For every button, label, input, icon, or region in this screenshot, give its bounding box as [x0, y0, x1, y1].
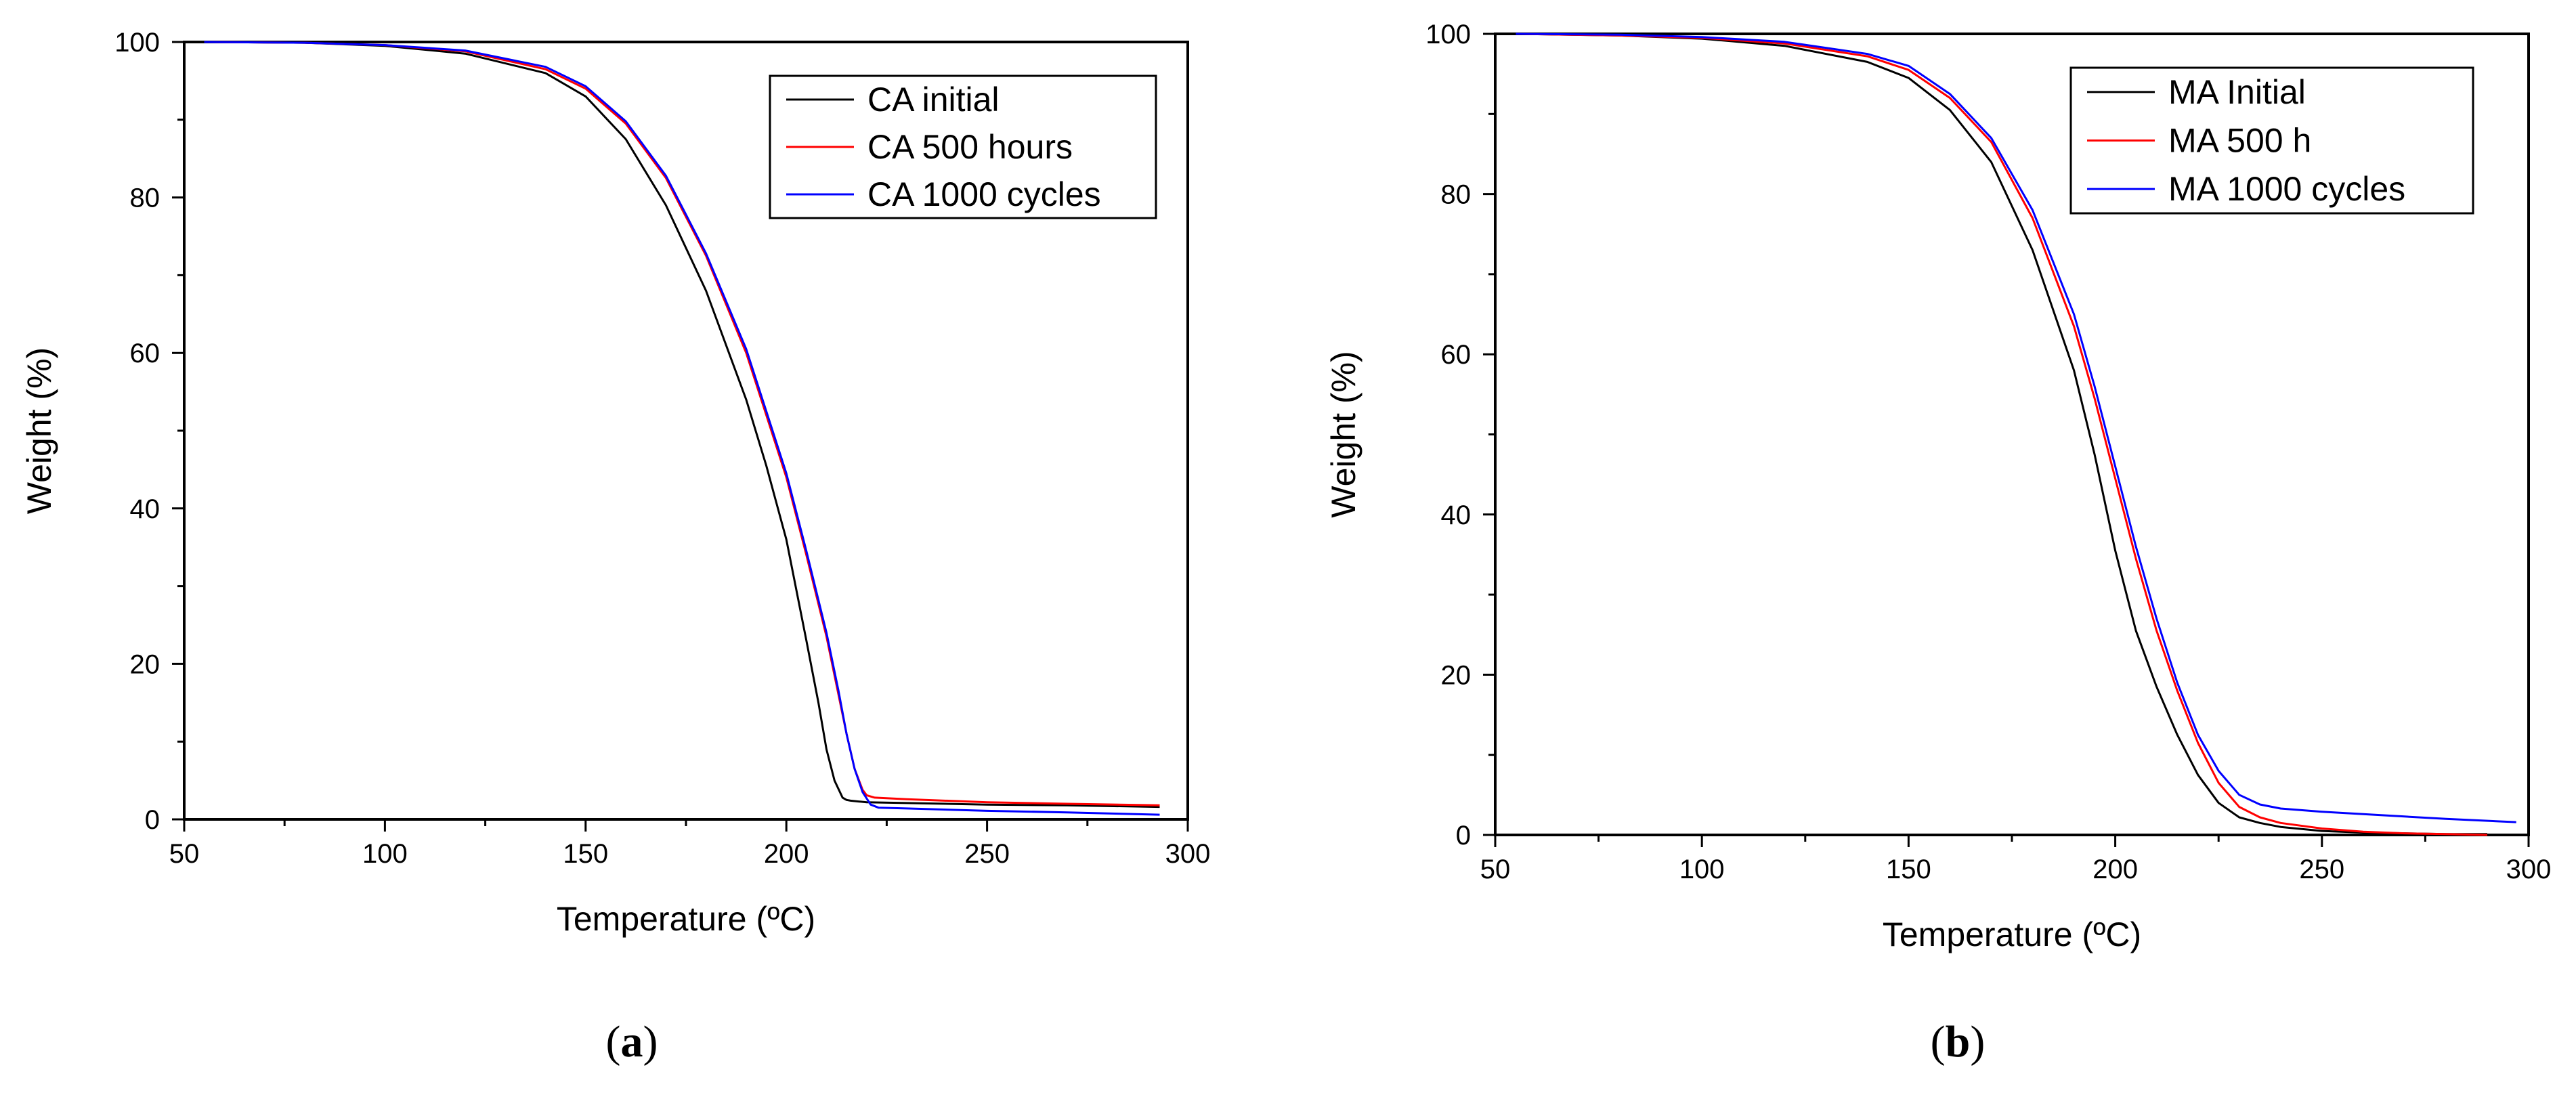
- x-tick-label: 250: [964, 839, 1010, 869]
- legend-label: CA initial: [867, 81, 1000, 119]
- legend-label: MA 500 h: [2168, 122, 2311, 160]
- x-axis-title: Temperature (ºC): [557, 900, 815, 938]
- chart-panel-b: 50 100 150 200 250 300 0 20 40 60 80 100 Temperatur…: [1325, 20, 2551, 1067]
- x-tick-label: 300: [2506, 855, 2552, 884]
- y-tick-label: 40: [1441, 500, 1472, 530]
- y-tick-label: 100: [114, 28, 160, 58]
- y-tick-label: 20: [130, 649, 160, 679]
- x-tick-label: 100: [362, 839, 408, 869]
- y-tick-label: 100: [1425, 20, 1471, 49]
- legend-label: MA 1000 cycles: [2168, 170, 2405, 208]
- series-line-1: [1516, 33, 2487, 836]
- y-tick-label: 20: [1441, 660, 1472, 690]
- x-tick-label: 250: [2299, 855, 2344, 884]
- x-tick-label: 200: [764, 839, 809, 869]
- x-tick-label: 150: [1886, 855, 1931, 884]
- y-axis-title: Weight (%): [20, 347, 58, 514]
- y-tick-label: 80: [130, 184, 160, 213]
- caption-letter: a: [621, 1017, 643, 1067]
- caption: (b): [1931, 1017, 1985, 1067]
- y-axis-title: Weight (%): [1325, 351, 1362, 517]
- legend-label: CA 500 hours: [867, 128, 1073, 166]
- x-tick-label: 300: [1165, 839, 1211, 869]
- series-line-3: [1516, 33, 2516, 823]
- y-tick-label: 60: [1441, 340, 1472, 370]
- legend: MA Initial MA 500 h MA 1000 cycles: [2069, 66, 2474, 215]
- series-line-1: [204, 41, 1160, 809]
- legend-label: MA Initial: [2168, 73, 2306, 111]
- series-line-3: [204, 41, 1160, 816]
- y-tick-label: 60: [130, 339, 160, 368]
- x-tick-label: 150: [563, 839, 608, 869]
- x-tick-label: 50: [169, 839, 200, 869]
- y-tick-label: 40: [130, 494, 160, 524]
- x-axis-title: Temperature (ºC): [1883, 916, 2141, 953]
- y-tick-label: 80: [1441, 180, 1472, 210]
- legend: CA initial CA 500 hours CA 1000 cycles: [769, 74, 1157, 219]
- x-tick-label: 50: [1480, 855, 1511, 884]
- x-tick-label: 100: [1679, 855, 1725, 884]
- caption: (a): [606, 1017, 658, 1067]
- y-tick-label: 0: [1456, 821, 1471, 851]
- y-tick-label: 0: [145, 805, 160, 835]
- x-tick-label: 200: [2092, 855, 2138, 884]
- legend-label: CA 1000 cycles: [867, 175, 1101, 213]
- chart-panel-a: 50 100 150 200 250 300 0 20 40 60 80 100 Temperatur…: [20, 28, 1210, 1067]
- series-line-2: [1516, 33, 2488, 836]
- caption-letter: b: [1946, 1017, 1971, 1067]
